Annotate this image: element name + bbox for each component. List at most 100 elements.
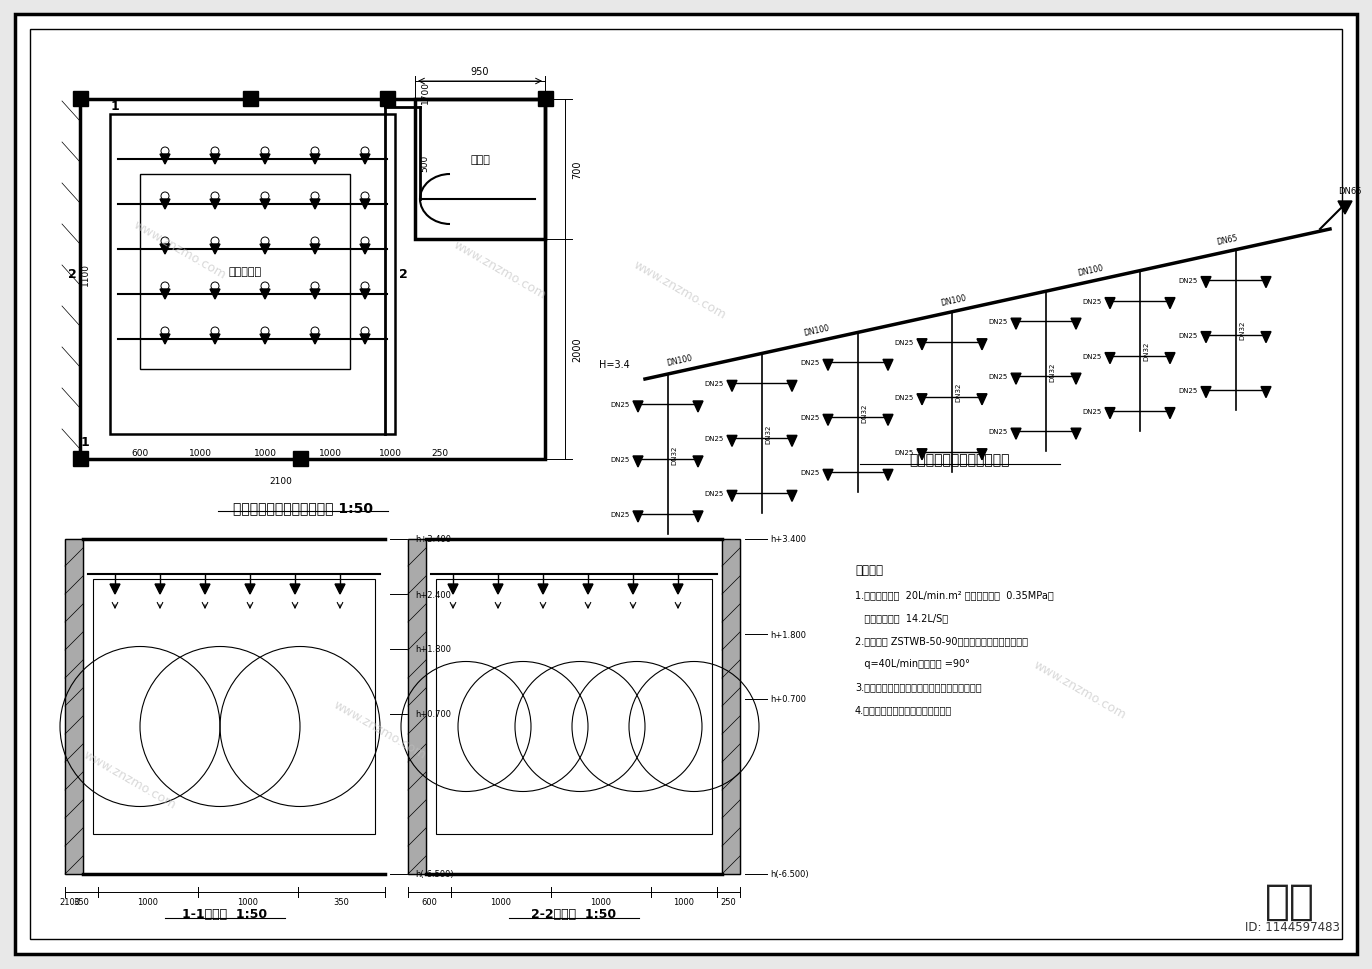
- Polygon shape: [310, 245, 320, 255]
- Text: 1.设计喷雾强度  20L/min.m² 最大工作压力  0.35MPa，: 1.设计喷雾强度 20L/min.m² 最大工作压力 0.35MPa，: [855, 589, 1054, 600]
- Polygon shape: [1261, 277, 1270, 289]
- Text: 柴油发电机房水喷雾系统图: 柴油发电机房水喷雾系统图: [910, 453, 1010, 466]
- Bar: [73, 452, 88, 466]
- Polygon shape: [977, 394, 986, 405]
- Text: 2100: 2100: [269, 477, 292, 486]
- Polygon shape: [823, 415, 833, 426]
- Text: DN32: DN32: [766, 424, 771, 444]
- Text: DN65: DN65: [1216, 234, 1239, 247]
- Polygon shape: [210, 334, 220, 345]
- Polygon shape: [1165, 354, 1174, 364]
- Polygon shape: [823, 360, 833, 371]
- Text: DN25: DN25: [1083, 354, 1102, 359]
- Text: DN65: DN65: [1338, 187, 1362, 197]
- Text: DN25: DN25: [801, 470, 820, 476]
- Polygon shape: [1200, 277, 1211, 289]
- Text: 4.此处管道预埋根据建筑要求实施。: 4.此处管道预埋根据建筑要求实施。: [855, 704, 952, 714]
- Text: 1000: 1000: [491, 897, 512, 907]
- Bar: [64, 540, 82, 874]
- Text: 350: 350: [333, 897, 350, 907]
- Text: DN32: DN32: [955, 383, 960, 402]
- Bar: [407, 540, 425, 874]
- Bar: [80, 100, 545, 459]
- Text: 2: 2: [399, 268, 407, 281]
- Polygon shape: [261, 245, 270, 255]
- Text: DN32: DN32: [671, 445, 676, 464]
- Polygon shape: [1104, 298, 1115, 309]
- Text: DN100: DN100: [1077, 263, 1104, 277]
- Polygon shape: [1011, 428, 1021, 440]
- Bar: [93, 579, 375, 834]
- Text: 1000: 1000: [674, 897, 694, 907]
- Text: DN25: DN25: [989, 319, 1008, 325]
- Polygon shape: [359, 334, 370, 345]
- Bar: [407, 540, 425, 874]
- Polygon shape: [916, 394, 927, 405]
- Polygon shape: [788, 381, 797, 392]
- Text: 2000: 2000: [572, 337, 582, 362]
- Polygon shape: [155, 584, 165, 594]
- Text: DN25: DN25: [1179, 332, 1198, 338]
- Text: 1000: 1000: [379, 448, 402, 457]
- Text: www.znzmo.com: www.znzmo.com: [1032, 658, 1129, 721]
- Bar: [538, 92, 553, 107]
- Polygon shape: [788, 436, 797, 447]
- Polygon shape: [210, 155, 220, 165]
- Polygon shape: [538, 584, 547, 594]
- Polygon shape: [493, 584, 504, 594]
- Polygon shape: [884, 360, 893, 371]
- Text: h+0.700: h+0.700: [414, 709, 451, 719]
- Polygon shape: [1104, 354, 1115, 364]
- Polygon shape: [1338, 202, 1351, 215]
- Text: DN32: DN32: [1143, 341, 1148, 360]
- Polygon shape: [884, 470, 893, 481]
- Text: DN25: DN25: [611, 456, 630, 462]
- Polygon shape: [1200, 332, 1211, 343]
- Text: H=3.4: H=3.4: [600, 359, 630, 369]
- Text: DN25: DN25: [1083, 408, 1102, 414]
- Polygon shape: [1261, 388, 1270, 398]
- Polygon shape: [693, 401, 702, 413]
- Text: www.znzmo.com: www.znzmo.com: [451, 238, 549, 301]
- Text: 储油间: 储油间: [471, 155, 490, 165]
- Bar: [722, 540, 740, 874]
- Polygon shape: [628, 584, 638, 594]
- Text: 2: 2: [67, 268, 77, 281]
- Text: DN25: DN25: [705, 491, 724, 497]
- Text: h(-6.500): h(-6.500): [770, 869, 808, 879]
- Polygon shape: [261, 334, 270, 345]
- Polygon shape: [1104, 408, 1115, 420]
- Text: 知末: 知末: [1265, 880, 1314, 922]
- Polygon shape: [727, 491, 737, 502]
- Text: h+1.800: h+1.800: [414, 644, 451, 654]
- Polygon shape: [335, 584, 344, 594]
- Polygon shape: [1261, 332, 1270, 343]
- Text: DN32: DN32: [1050, 362, 1055, 382]
- Text: q=40L/min，雾化角 =90°: q=40L/min，雾化角 =90°: [855, 658, 970, 669]
- Text: 350: 350: [74, 897, 89, 907]
- Bar: [436, 579, 712, 834]
- Bar: [722, 540, 740, 874]
- Text: h+0.700: h+0.700: [770, 695, 805, 703]
- Text: h+2.400: h+2.400: [414, 590, 451, 599]
- Polygon shape: [161, 334, 170, 345]
- Polygon shape: [261, 200, 270, 209]
- Text: DN100: DN100: [803, 323, 830, 337]
- Polygon shape: [289, 584, 300, 594]
- Text: DN25: DN25: [801, 360, 820, 366]
- Text: DN100: DN100: [665, 353, 693, 367]
- Polygon shape: [359, 155, 370, 165]
- Bar: [243, 92, 258, 107]
- Text: h+1.800: h+1.800: [770, 630, 805, 639]
- Text: 柴油发电机: 柴油发电机: [228, 267, 262, 277]
- Text: 2100: 2100: [59, 897, 81, 907]
- Text: 250: 250: [431, 448, 449, 457]
- Polygon shape: [693, 512, 702, 522]
- Polygon shape: [200, 584, 210, 594]
- Polygon shape: [161, 155, 170, 165]
- Text: 600: 600: [132, 448, 148, 457]
- Text: DN25: DN25: [1179, 388, 1198, 393]
- Polygon shape: [1072, 428, 1081, 440]
- Text: www.znzmo.com: www.znzmo.com: [132, 218, 229, 282]
- Text: 1100: 1100: [81, 264, 89, 286]
